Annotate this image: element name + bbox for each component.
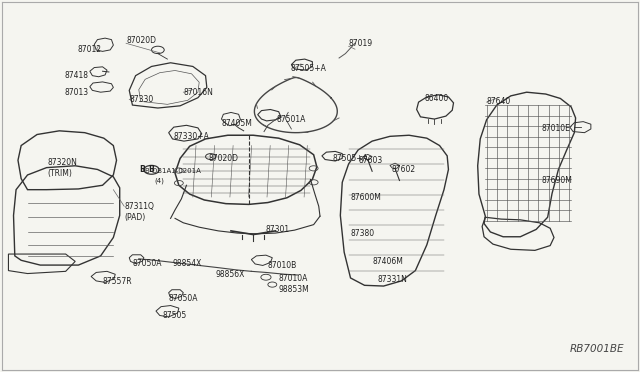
Text: 87330+A: 87330+A xyxy=(173,132,210,141)
Text: 87505: 87505 xyxy=(163,311,187,320)
Text: B: B xyxy=(139,165,145,174)
Text: 98853M: 98853M xyxy=(278,285,309,294)
Text: 87331N: 87331N xyxy=(377,275,407,284)
Text: 87010B: 87010B xyxy=(268,260,297,270)
Text: 87010E: 87010E xyxy=(541,125,570,134)
Text: 87020D: 87020D xyxy=(209,154,239,163)
Text: 87600M: 87600M xyxy=(351,193,381,202)
Text: 87010A: 87010A xyxy=(278,274,308,283)
Text: 87311Q: 87311Q xyxy=(124,202,154,211)
Text: 98856X: 98856X xyxy=(216,270,245,279)
Text: 87505+A: 87505+A xyxy=(333,154,369,163)
Text: 87050A: 87050A xyxy=(132,259,162,268)
Text: 87406M: 87406M xyxy=(372,257,403,266)
Text: 87505+A: 87505+A xyxy=(291,64,326,73)
Text: (TRIM): (TRIM) xyxy=(48,169,73,177)
Text: 87020D: 87020D xyxy=(126,36,156,45)
Text: B DB1A1-0201A: B DB1A1-0201A xyxy=(145,167,201,174)
Text: 87013: 87013 xyxy=(65,88,88,97)
Text: 87501A: 87501A xyxy=(276,115,306,124)
Text: B: B xyxy=(148,165,154,174)
Text: 87602: 87602 xyxy=(391,165,415,174)
Text: 87012: 87012 xyxy=(77,45,101,54)
Text: 87405M: 87405M xyxy=(221,119,252,128)
Text: 87690M: 87690M xyxy=(541,176,572,185)
Text: 87640: 87640 xyxy=(486,97,511,106)
Text: 87050A: 87050A xyxy=(169,294,198,303)
Text: 87330: 87330 xyxy=(129,95,154,104)
Text: (PAD): (PAD) xyxy=(124,213,145,222)
Text: 87301: 87301 xyxy=(266,225,290,234)
Text: (4): (4) xyxy=(155,177,164,184)
Text: 87380: 87380 xyxy=(351,229,374,238)
Text: 86400: 86400 xyxy=(425,94,449,103)
Text: 87016N: 87016N xyxy=(183,88,213,97)
Text: 87557R: 87557R xyxy=(102,277,132,286)
Text: 98854X: 98854X xyxy=(173,259,202,268)
Text: 87418: 87418 xyxy=(65,71,88,80)
Text: RB7001BE: RB7001BE xyxy=(570,344,624,355)
Text: 87019: 87019 xyxy=(349,39,372,48)
Text: 87320N: 87320N xyxy=(48,158,77,167)
Text: 87603: 87603 xyxy=(358,157,383,166)
